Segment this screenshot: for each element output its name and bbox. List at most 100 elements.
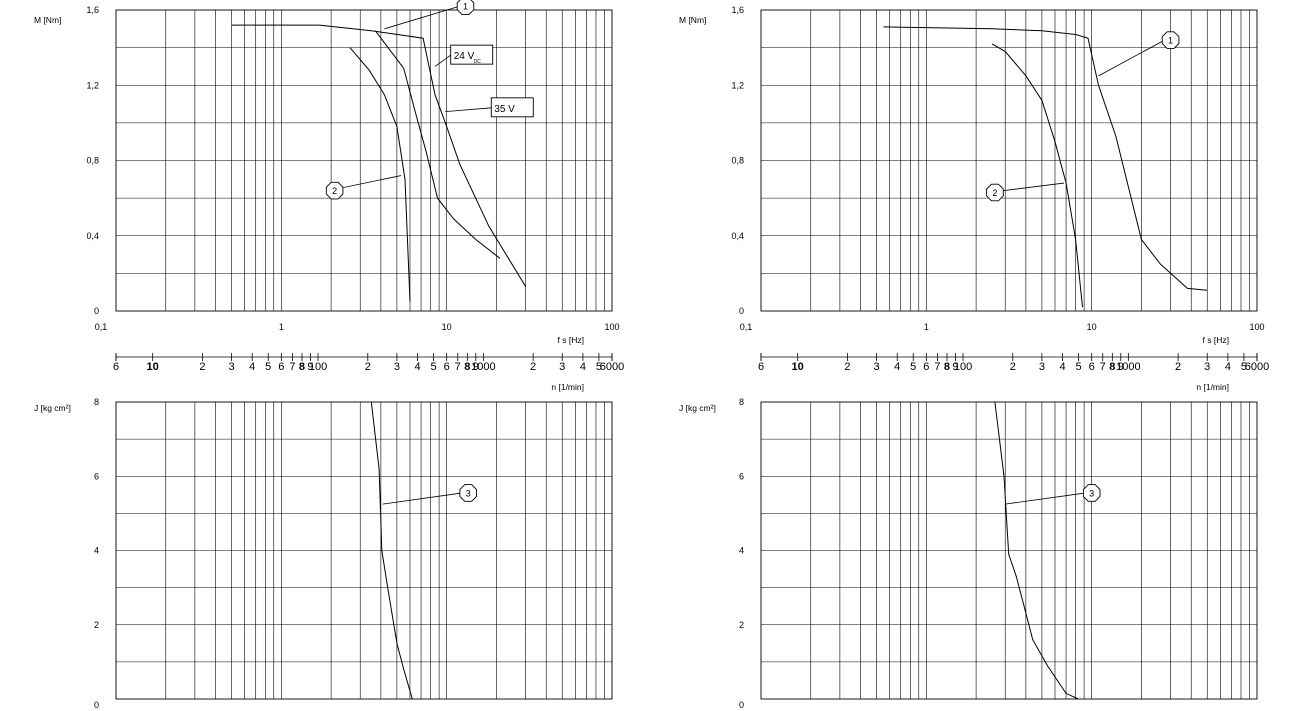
speed-axis-tick-label: 100: [954, 361, 972, 373]
callout-leader: [1005, 492, 1086, 505]
callout-label: 3: [466, 488, 471, 498]
callout-octagon: [986, 183, 1004, 202]
callout-subscript: DC: [474, 59, 482, 65]
callout-3: 35 V: [445, 97, 534, 118]
series-line-1: [994, 401, 1079, 700]
series-line-3: [349, 47, 411, 302]
x-tick-label: 10: [442, 322, 452, 332]
callout-leader: [384, 5, 460, 30]
speed-axis-tick-label: 100: [309, 361, 327, 373]
inertia-chart-left: 0 2 4 6 8 J [kg cm²] n [1/min] 3: [34, 382, 613, 710]
speed-axis-tick-label: 2: [1175, 361, 1181, 373]
speed-axis-tick-label: 6: [923, 361, 929, 373]
y-tick-label: 0: [739, 306, 744, 316]
speed-axis-tick-label: 9: [1118, 361, 1124, 373]
speed-axis-tick-label: 9: [473, 361, 479, 373]
speed-axis-tick-label: 3: [559, 361, 565, 373]
y-tick-label: 0: [94, 306, 99, 316]
y-tick-label: 2: [739, 620, 744, 630]
callout-octagon: [456, 0, 475, 16]
series-line-1: [883, 26, 1208, 291]
speed-axis-tick-label: 3: [1039, 361, 1045, 373]
speed-axis-tick-label: 2: [1010, 361, 1016, 373]
speed-axis-tick-label: 10: [792, 361, 804, 373]
x-axis-label: f s [Hz]: [1203, 335, 1229, 345]
x-axis-label: f s [Hz]: [558, 335, 584, 345]
y-axis-label: J [kg cm²]: [679, 403, 716, 413]
speed-axis-tick-label: 4: [249, 361, 255, 373]
callout-octagon: [325, 181, 344, 200]
speed-axis-tick-label: 6: [1089, 361, 1095, 373]
speed-axis-tick-label: 7: [289, 361, 295, 373]
speed-axis-tick-label: 4: [894, 361, 900, 373]
callout-box: [490, 97, 534, 118]
speed-axis-tick-label: 5: [265, 361, 271, 373]
grid: [115, 9, 613, 312]
series-line-1: [231, 24, 527, 287]
speed-axis-tick-label: 5: [1076, 361, 1082, 373]
series-line-2: [374, 30, 501, 259]
grid: [760, 401, 1258, 700]
speed-axis-tick-label: 5: [1241, 361, 1247, 373]
speed-axis-tick-label: 6: [758, 361, 764, 373]
x-axis-label: n [1/min]: [551, 382, 584, 392]
plot-frame: [760, 9, 1258, 312]
speed-axis-tick-label: 1000: [471, 361, 495, 373]
callout-label: 1: [463, 2, 468, 12]
y-axis-label: J [kg cm²]: [34, 403, 71, 413]
speed-axis-tick-label: 3: [229, 361, 235, 373]
x-axis-label: n [1/min]: [1196, 382, 1229, 392]
x-tick-label: 1: [924, 322, 929, 332]
plot-frame: [115, 401, 613, 700]
speed-axis-tick-label: 8: [944, 361, 950, 373]
callout-label: 35 V: [494, 104, 515, 115]
callout-label: 3: [1089, 488, 1094, 498]
speed-axis-tick-label: 4: [1225, 361, 1231, 373]
x-tick-label: 0,1: [740, 322, 753, 332]
speed-axis-tick-label: 8: [464, 361, 470, 373]
y-tick-label: 0,8: [731, 156, 744, 166]
plot-frame: [115, 9, 613, 312]
callout-1: 1: [1098, 31, 1180, 77]
speed-axis-tick-label: 4: [1059, 361, 1065, 373]
callout-leader: [382, 492, 463, 505]
speed-axis-tick-label: 10: [147, 361, 159, 373]
callout-octagon: [1161, 31, 1180, 49]
callout-leader: [1098, 39, 1165, 77]
y-tick-label: 2: [94, 620, 99, 630]
speed-axis-tick-label: 7: [455, 361, 461, 373]
callout-label: 1: [1168, 36, 1173, 46]
x-tick-label: 10: [1087, 322, 1097, 332]
y-axis-label: M [Nm]: [34, 15, 61, 25]
y-tick-label: 6: [94, 471, 99, 481]
x-tick-label: 100: [1249, 322, 1264, 332]
y-tick-label: 0: [739, 700, 744, 710]
speed-axis-tick-label: 3: [874, 361, 880, 373]
callout-2: 2: [986, 182, 1065, 202]
grid: [115, 401, 613, 700]
speed-axis-tick-label: 7: [934, 361, 940, 373]
y-tick-label: 8: [739, 397, 744, 407]
y-axis-label: M [Nm]: [679, 15, 706, 25]
y-tick-label: 1,2: [86, 80, 99, 90]
speed-axis-tick-label: 8: [1109, 361, 1115, 373]
speed-axis-tick-label: 6: [113, 361, 119, 373]
callout-octagon: [1082, 484, 1101, 502]
x-tick-label: 0,1: [95, 322, 108, 332]
speed-axis-tick-label: 1000: [1116, 361, 1140, 373]
speed-axis-tick-label: 6: [444, 361, 450, 373]
speed-axis-tick-label: 4: [580, 361, 586, 373]
speed-axis-tick-label: 3: [1204, 361, 1210, 373]
y-tick-label: 1,6: [731, 5, 744, 15]
callout-leader: [445, 107, 492, 112]
speed-axis-tick-label: 7: [1100, 361, 1106, 373]
speed-axis-tick-label: 5: [596, 361, 602, 373]
y-tick-label: 4: [739, 546, 744, 556]
speed-axis-tick-label: 8: [299, 361, 305, 373]
speed-axis-tick-label: 6000: [1245, 361, 1269, 373]
speed-axis-tick-label: 2: [844, 361, 850, 373]
speed-axis-tick-label: 5: [431, 361, 437, 373]
callout-4: 2: [325, 175, 402, 200]
